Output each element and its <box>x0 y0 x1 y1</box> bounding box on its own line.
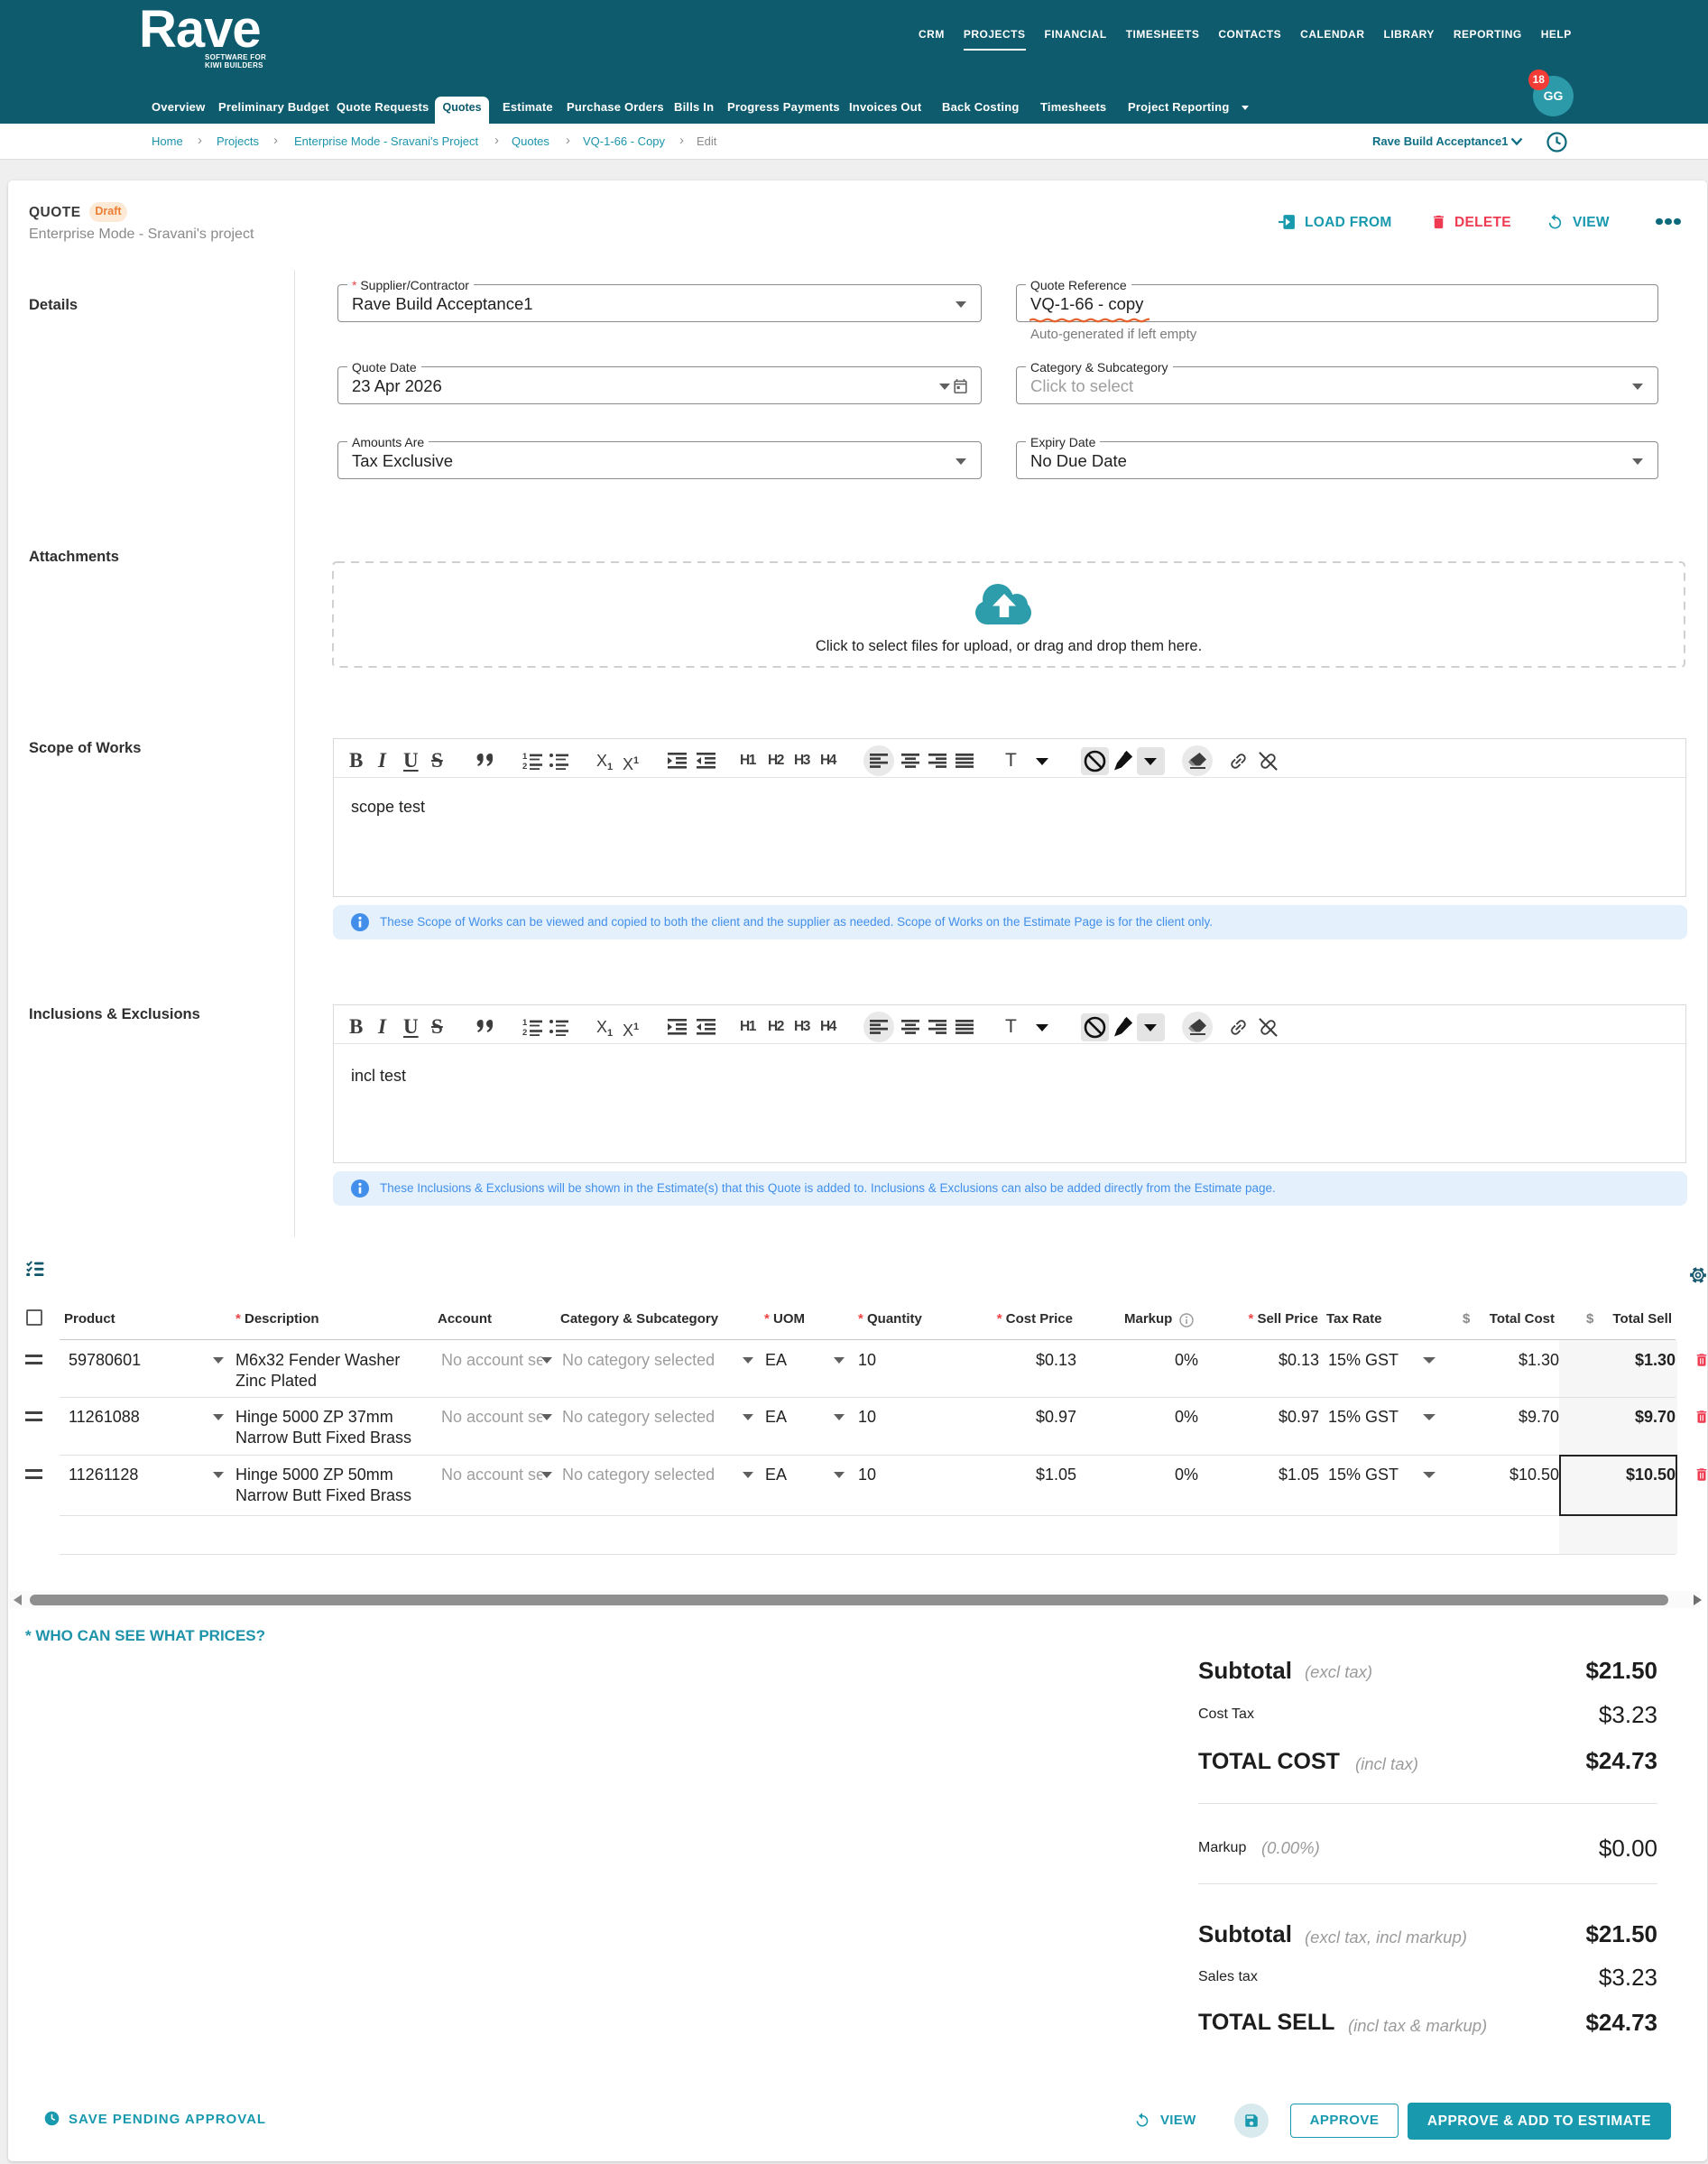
svg-text:1: 1 <box>522 1018 528 1028</box>
svg-text:1: 1 <box>522 752 528 762</box>
svg-text:2: 2 <box>522 1028 527 1036</box>
svg-text:2: 2 <box>522 762 527 770</box>
